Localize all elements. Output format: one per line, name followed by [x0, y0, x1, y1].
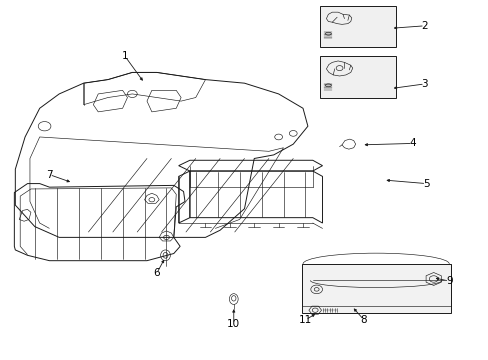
- FancyBboxPatch shape: [320, 6, 395, 47]
- FancyBboxPatch shape: [320, 56, 395, 98]
- Text: 7: 7: [46, 170, 53, 180]
- Text: 5: 5: [422, 179, 429, 189]
- Text: 11: 11: [298, 315, 311, 325]
- FancyBboxPatch shape: [302, 264, 450, 314]
- Text: 10: 10: [227, 319, 240, 329]
- Text: 4: 4: [408, 139, 415, 148]
- Text: 1: 1: [122, 51, 128, 61]
- Text: 3: 3: [421, 79, 427, 89]
- Text: 9: 9: [445, 276, 452, 286]
- Text: 2: 2: [421, 21, 427, 31]
- Text: 6: 6: [153, 268, 160, 278]
- Text: 8: 8: [360, 315, 366, 325]
